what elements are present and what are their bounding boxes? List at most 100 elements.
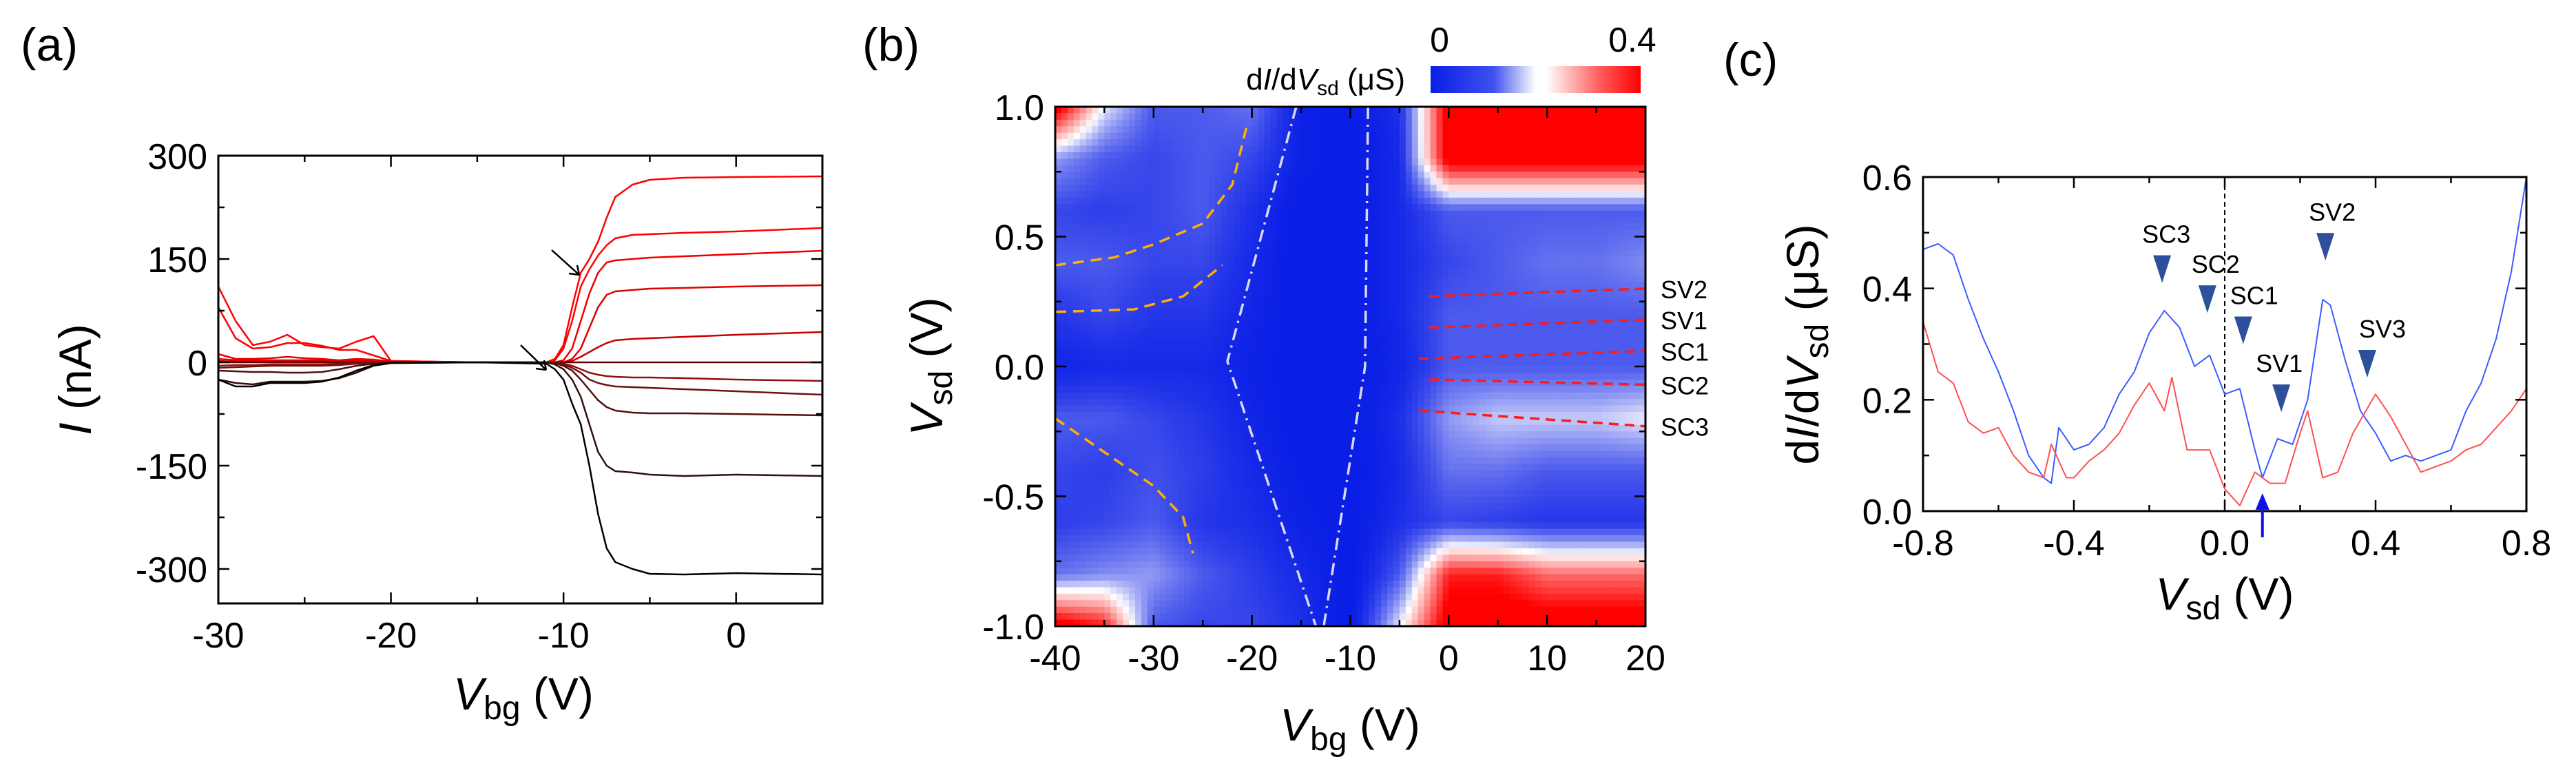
heatmap-cell [1608, 197, 1615, 205]
heatmap-cell [1055, 249, 1062, 257]
heatmap-cell [1497, 223, 1505, 231]
heatmap-cell [1381, 126, 1388, 134]
heatmap-cell [1639, 340, 1645, 348]
heatmap-cell [1178, 204, 1185, 211]
heatmap-cell [1129, 392, 1136, 400]
heatmap-cell [1430, 411, 1437, 420]
heatmap-cell [1295, 172, 1302, 179]
heatmap-cell [1356, 360, 1363, 367]
heatmap-cell [1639, 139, 1645, 147]
heatmap-cell [1165, 132, 1173, 140]
heatmap-cell [1203, 191, 1209, 198]
heatmap-cell [1541, 256, 1548, 263]
heatmap-cell [1086, 223, 1093, 231]
heatmap-cell [1331, 321, 1339, 329]
heatmap-cell [1147, 126, 1154, 134]
heatmap-cell [1061, 126, 1068, 134]
heatmap-cell [1129, 191, 1136, 198]
heatmap-cell [1282, 197, 1289, 205]
heatmap-cell [1147, 431, 1154, 439]
heatmap-cell [1621, 392, 1628, 400]
heatmap-cell [1583, 431, 1591, 439]
heatmap-cell [1301, 379, 1308, 386]
heatmap-cell [1172, 276, 1179, 283]
heatmap-cell [1473, 353, 1480, 361]
heatmap-cell [1098, 353, 1105, 361]
heatmap-cell [1141, 353, 1148, 361]
heatmap-cell [1239, 223, 1247, 231]
heatmap-cell [1473, 139, 1480, 147]
heatmap-cell [1633, 145, 1640, 153]
heatmap-cell [1338, 126, 1345, 134]
heatmap-cell [1147, 405, 1154, 413]
heatmap-cell [1104, 113, 1111, 121]
heatmap-cell [1325, 178, 1333, 185]
heatmap-cell [1239, 373, 1247, 380]
heatmap-cell [1399, 230, 1406, 238]
heatmap-cell [1516, 242, 1524, 250]
heatmap-cell [1251, 152, 1259, 160]
heatmap-cell [1098, 379, 1105, 386]
heatmap-cell [1621, 230, 1628, 238]
heatmap-cell [1602, 217, 1610, 225]
heatmap-cell [1510, 366, 1517, 374]
heatmap-cell [1381, 172, 1388, 179]
heatmap-cell [1123, 379, 1130, 386]
heatmap-cell [1282, 158, 1289, 166]
heatmap-cell [1399, 327, 1406, 335]
heatmap-cell [1331, 392, 1339, 400]
heatmap-cell [1104, 210, 1111, 218]
heatmap-cell [1153, 172, 1161, 179]
heatmap-cell [1123, 353, 1130, 361]
heatmap-cell [1251, 399, 1259, 406]
heatmap-cell [1104, 217, 1111, 225]
heatmap-cell [1485, 119, 1493, 127]
heatmap-cell [1467, 249, 1474, 257]
heatmap-cell [1491, 139, 1499, 147]
heatmap-cell [1295, 197, 1302, 205]
heatmap-cell [1565, 107, 1572, 114]
heatmap-cell [1073, 379, 1081, 386]
heatmap-cell [1627, 126, 1634, 134]
heatmap-cell [1369, 230, 1375, 238]
heatmap-cell [1559, 327, 1566, 335]
heatmap-cell [1565, 217, 1572, 225]
heatmap-cell [1362, 126, 1369, 134]
heatmap-cell [1215, 437, 1222, 445]
heatmap-cell [1417, 145, 1425, 153]
heatmap-cell [1417, 262, 1425, 270]
heatmap-cell [1067, 360, 1074, 367]
heatmap-cell [1184, 172, 1191, 179]
heatmap-cell [1116, 230, 1123, 238]
heatmap-cell [1295, 256, 1302, 263]
heatmap-cell [1307, 295, 1314, 302]
heatmap-cell [1461, 392, 1468, 400]
heatmap-cell [1227, 373, 1234, 380]
heatmap-cell [1535, 399, 1541, 406]
heatmap-cell [1227, 360, 1234, 367]
heatmap-cell [1547, 282, 1554, 289]
heatmap-cell [1344, 431, 1351, 439]
heatmap-cell [1430, 288, 1437, 296]
heatmap-cell [1221, 249, 1228, 257]
heatmap-cell [1393, 314, 1400, 322]
heatmap-cell [1215, 353, 1222, 361]
heatmap-cell [1221, 301, 1228, 309]
heatmap-cell [1504, 405, 1511, 413]
heatmap-cell [1583, 314, 1591, 322]
heatmap-cell [1344, 392, 1351, 400]
heatmap-cell [1196, 282, 1203, 289]
heatmap-cell [1295, 185, 1302, 192]
heatmap-cell [1196, 249, 1203, 257]
heatmap-cell [1067, 399, 1074, 406]
heatmap-cell [1178, 327, 1185, 335]
heatmap-cell [1411, 321, 1419, 329]
heatmap-cell [1301, 145, 1308, 153]
heatmap-cell [1110, 353, 1117, 361]
heatmap-cell [1307, 321, 1314, 329]
heatmap-cell [1289, 282, 1296, 289]
heatmap-cell [1448, 333, 1455, 341]
heatmap-cell [1289, 424, 1296, 432]
heatmap-cell [1485, 152, 1493, 160]
heatmap-cell [1301, 301, 1308, 309]
